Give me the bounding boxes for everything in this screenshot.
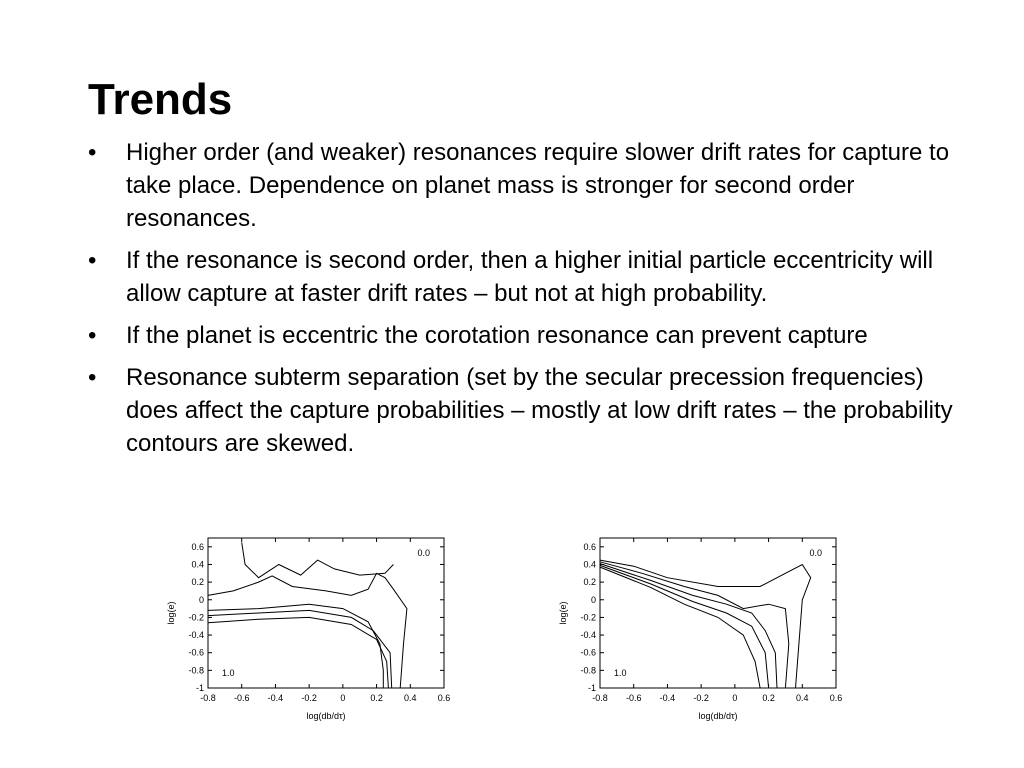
x-tick-label: -0.2 [301, 693, 317, 703]
y-tick-label: -1 [196, 683, 204, 693]
contour-line [599, 559, 812, 689]
y-tick-label: -0.2 [188, 612, 204, 622]
y-tick-label: 0.4 [191, 559, 204, 569]
x-tick-label: 0.2 [370, 693, 383, 703]
bullet-item: Higher order (and weaker) resonances req… [88, 136, 958, 235]
plot-frame [599, 537, 837, 689]
y-tick-label: 0 [591, 595, 596, 605]
y-tick-label: 0.2 [191, 577, 204, 587]
x-tick-label: 0.4 [796, 693, 809, 703]
x-tick-label: 0 [732, 693, 737, 703]
bullet-item: Resonance subterm separation (set by the… [88, 361, 958, 460]
contour-line [599, 564, 770, 689]
bullet-list: Higher order (and weaker) resonances req… [88, 136, 958, 469]
y-tick-label: 0.6 [583, 542, 596, 552]
x-axis-label: log(db/dτ) [698, 711, 737, 721]
x-tick-label: -0.4 [660, 693, 676, 703]
bullet-item: If the planet is eccentric the corotatio… [88, 319, 958, 352]
contour-label: 0.0 [417, 548, 430, 558]
y-axis-label: log(e) [558, 601, 568, 624]
contour-line [241, 542, 394, 579]
slide-title: Trends [88, 75, 233, 124]
bullet-item: If the resonance is second order, then a… [88, 244, 958, 310]
x-tick-label: -0.2 [693, 693, 709, 703]
contour-label: 1.0 [222, 668, 235, 678]
y-tick-label: -0.8 [188, 665, 204, 675]
contour-label: 0.0 [809, 548, 822, 558]
contour-line [599, 566, 761, 689]
x-tick-label: -0.8 [200, 693, 216, 703]
x-tick-label: -0.4 [268, 693, 284, 703]
x-tick-label: -0.8 [592, 693, 608, 703]
y-tick-label: -0.4 [188, 630, 204, 640]
y-tick-label: -0.2 [580, 612, 596, 622]
contour-line [599, 563, 778, 689]
x-tick-label: 0.6 [438, 693, 451, 703]
y-tick-label: -0.8 [580, 665, 596, 675]
contour-plot-left: -0.8 -0.6 -0.4 -0.2 0 0.2 0.4 0.6 0.6 0.4 0.2 0 -0.2… [166, 537, 451, 721]
y-tick-label: -0.6 [188, 648, 204, 658]
y-tick-label: -0.4 [580, 630, 596, 640]
x-tick-label: 0.6 [830, 693, 843, 703]
x-tick-label: -0.6 [234, 693, 250, 703]
x-tick-label: 0.4 [404, 693, 417, 703]
y-axis-label: log(e) [166, 601, 176, 624]
x-tick-label: 0 [340, 693, 345, 703]
y-tick-label: 0.6 [191, 542, 204, 552]
contour-label: 1.0 [614, 668, 627, 678]
y-tick-label: 0.4 [583, 559, 596, 569]
y-tick-label: 0.2 [583, 577, 596, 587]
x-axis-label: log(db/dτ) [306, 711, 345, 721]
contour-line [207, 609, 393, 689]
y-tick-label: -0.6 [580, 648, 596, 658]
y-tick-label: 0 [199, 595, 204, 605]
x-tick-label: -0.6 [626, 693, 642, 703]
contour-plot-right: -0.8 -0.6 -0.4 -0.2 0 0.2 0.4 0.6 0.6 0.4 0.2 0 -0.2… [558, 537, 843, 721]
y-tick-label: -1 [588, 683, 596, 693]
contour-line [207, 572, 408, 689]
x-tick-label: 0.2 [762, 693, 775, 703]
contour-line [207, 603, 384, 688]
plot-frame [207, 537, 445, 689]
contour-line [207, 616, 389, 689]
contour-line [599, 561, 790, 689]
